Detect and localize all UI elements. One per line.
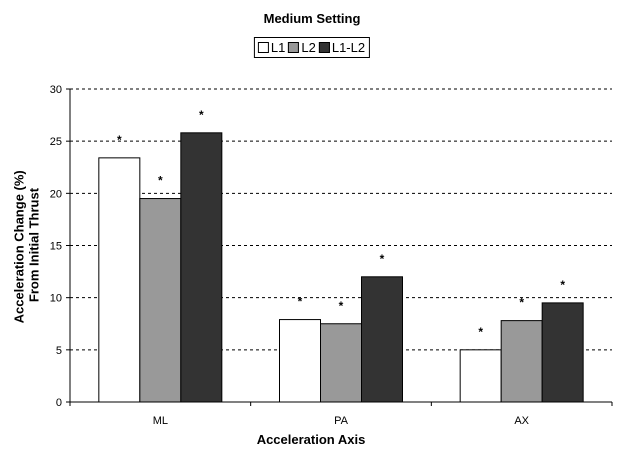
- legend-swatch-l1-l2: [318, 42, 330, 53]
- legend-entry-l1: L1: [257, 40, 286, 55]
- significance-marker-ml-l2: *: [158, 174, 163, 188]
- bar-ml-l1-l2: [180, 132, 223, 403]
- legend-label-l1-l2: L1-L2: [331, 40, 366, 55]
- y-tick-label-5: 5: [56, 345, 62, 357]
- significance-marker-ax-l2: *: [519, 296, 524, 310]
- significance-marker-pa-l2: *: [339, 299, 344, 313]
- significance-markers: * * * * * * * * *: [117, 108, 565, 339]
- bar-pa-l1-l2: [361, 276, 403, 403]
- x-tick-label-ml: ML: [153, 415, 168, 427]
- legend-label-l2: L2: [301, 40, 316, 55]
- significance-marker-ml-l1: *: [117, 133, 122, 147]
- x-ticks: ML PA AX: [69, 402, 613, 427]
- x-axis-title: Acceleration Axis: [257, 432, 366, 447]
- y-tick-label-20: 20: [50, 188, 62, 200]
- y-tick-label-15: 15: [50, 241, 62, 253]
- y-tick-label-25: 25: [50, 136, 62, 148]
- y-tick-label-30: 30: [50, 84, 62, 96]
- legend-entry-l1-l2: L1-L2: [318, 40, 366, 55]
- x-tick-label-ax: AX: [514, 415, 529, 427]
- legend-swatch-l1: [257, 42, 269, 53]
- y-ticks: 0 5 10 15 20 25 30: [50, 84, 70, 409]
- bar-ml-l1: [98, 157, 141, 403]
- bar-ax-l1-l2: [541, 302, 584, 403]
- bar-ax-l1: [459, 349, 502, 403]
- legend-swatch-l2: [288, 42, 300, 53]
- significance-marker-pa-l1-l2: *: [380, 252, 385, 266]
- significance-marker-ml-l1-l2: *: [199, 108, 204, 122]
- bars: [98, 132, 584, 403]
- y-tick-label-10: 10: [50, 293, 62, 305]
- bar-ml-l2: [139, 198, 182, 403]
- legend-entry-l2: L2: [288, 40, 316, 55]
- significance-marker-pa-l1: *: [298, 295, 303, 309]
- x-tick-label-pa: PA: [334, 415, 349, 427]
- bar-pa-l2: [320, 323, 362, 403]
- bar-ax-l2: [500, 320, 543, 403]
- y-axis-title: Acceleration Change (%) From Initial Thr…: [11, 167, 41, 324]
- legend: L1 L2 L1-L2: [253, 37, 371, 58]
- y-tick-label-0: 0: [56, 397, 62, 409]
- chart-title: Medium Setting: [263, 11, 361, 26]
- bar-pa-l1: [279, 319, 321, 403]
- significance-marker-ax-l1: *: [478, 325, 483, 339]
- legend-label-l1: L1: [270, 40, 286, 55]
- significance-marker-ax-l1-l2: *: [560, 278, 565, 292]
